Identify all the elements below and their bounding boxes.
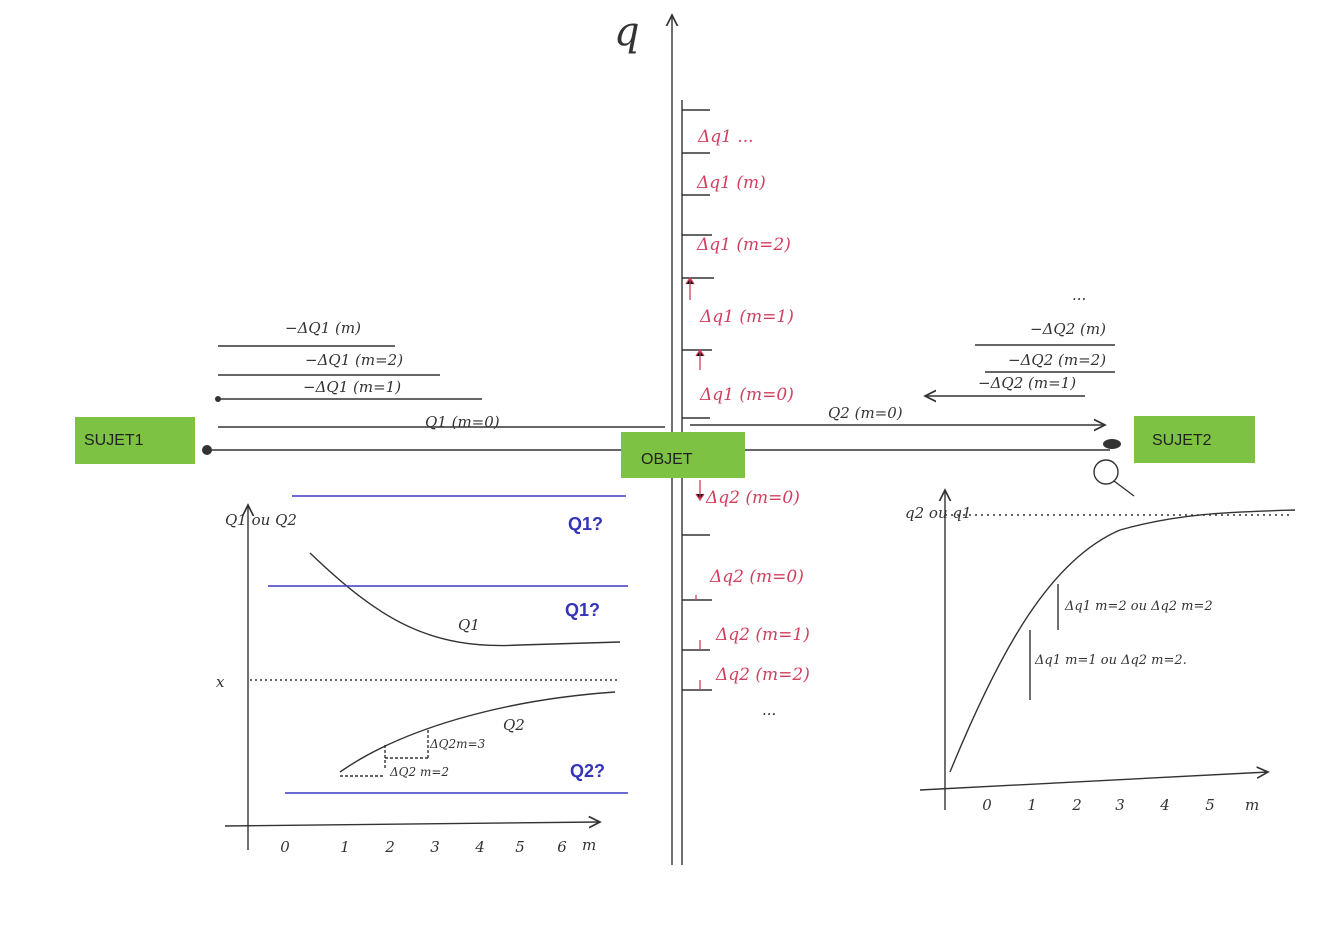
objet-box — [621, 432, 745, 478]
levels — [202, 344, 1135, 497]
q-step: Δq1 ... — [697, 127, 754, 147]
step-label: Δq1 m=2 ou Δq2 m=2 — [1064, 599, 1213, 614]
graph-y-label: Q1 ou Q2 — [225, 511, 297, 529]
q-step: Δq1 (m=0) — [699, 385, 794, 405]
x-tick-label: 6 — [557, 838, 567, 856]
sujet1-box — [75, 417, 195, 464]
left-level: Q1 (m=0) — [425, 413, 500, 431]
graph-y-label: q2 ou q1 — [905, 504, 972, 522]
right-level: −ΔQ2 (m) — [1030, 320, 1106, 338]
x-tick-label: 1 — [340, 838, 350, 856]
sujet2-box — [1134, 416, 1255, 463]
q-step: Δq2 (m=2) — [715, 665, 810, 685]
x-tick-label: 5 — [515, 838, 525, 856]
step-label: ΔQ2m=3 — [429, 737, 486, 751]
question-label: Q1? — [565, 600, 600, 620]
x-tick-label: 2 — [1071, 796, 1082, 814]
graph-mark: x — [216, 673, 225, 691]
box-label: OBJET — [641, 451, 693, 468]
right-level: Q2 (m=0) — [828, 404, 903, 422]
x-tick-label: 3 — [430, 838, 440, 856]
q-step: Δq1 (m) — [696, 173, 766, 193]
q-step: Δq2 (m=1) — [715, 625, 810, 645]
q-step: Δq1 (m=1) — [699, 307, 794, 327]
right-graph — [919, 490, 1296, 810]
left-level: −ΔQ1 (m=2) — [305, 351, 403, 369]
q-step: Δq2 (m=0) — [709, 567, 804, 587]
left-graph — [224, 495, 628, 850]
x-tick-label: 2 — [384, 838, 395, 856]
x-tick-label: 3 — [1115, 796, 1125, 814]
box-label: SUJET1 — [84, 432, 144, 449]
box-label: SUJET2 — [1152, 432, 1212, 449]
left-level: −ΔQ1 (m) — [285, 319, 361, 337]
x-tick-label: 0 — [280, 838, 290, 856]
left-level: −ΔQ1 (m=1) — [303, 378, 401, 396]
x-tick-label: 4 — [474, 838, 485, 856]
right-level: ... — [1072, 286, 1086, 304]
x-tick-label: 5 — [1205, 796, 1215, 814]
x-tick-label: 0 — [982, 796, 992, 814]
curve-label: Q2 — [503, 716, 525, 734]
right-level: −ΔQ2 (m=1) — [978, 374, 1076, 392]
right-level: −ΔQ2 (m=2) — [1008, 351, 1106, 369]
curve-label: Q1 — [458, 616, 480, 634]
question-label: Q1? — [568, 514, 603, 534]
x-label: m — [582, 836, 596, 854]
step-label: Δq1 m=1 ou Δq2 m=2. — [1034, 653, 1187, 668]
q-step: Δq2 (m=0) — [705, 488, 800, 508]
x-tick-label: 4 — [1159, 796, 1170, 814]
step-label: ΔQ2 m=2 — [389, 765, 449, 779]
x-label: m — [1245, 796, 1259, 814]
axis-label: q — [614, 9, 640, 55]
x-tick-label: 1 — [1027, 796, 1037, 814]
q-step: ... — [762, 701, 776, 719]
question-label: Q2? — [570, 761, 605, 781]
q-step: Δq1 (m=2) — [696, 235, 791, 255]
